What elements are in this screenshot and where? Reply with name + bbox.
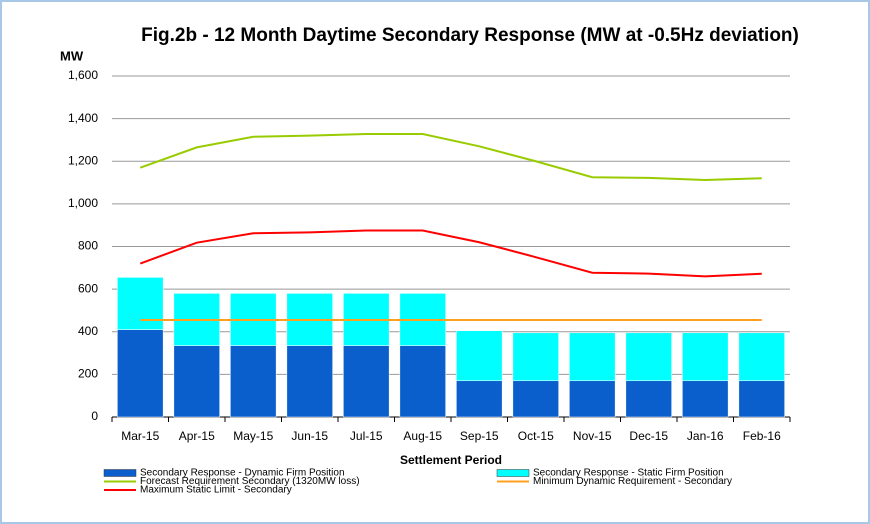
bar-segment [117,277,164,330]
bar-segment [230,345,277,418]
line-series [139,229,762,278]
x-tick-label: Feb-16 [743,429,781,443]
y-tick-label: 1,400 [68,111,98,125]
bar-segment [738,332,785,382]
legend: Secondary Response - Dynamic Firm Positi… [103,468,732,496]
bar-segment [286,345,333,418]
x-tick-label: Jun-15 [291,429,328,443]
x-tick-label: Jan-16 [687,429,724,443]
bar-segment [456,330,503,382]
x-tick-label: Aug-15 [403,429,442,443]
x-axis-title: Settlement Period [400,453,502,467]
chart-title: Fig.2b - 12 Month Daytime Secondary Resp… [141,25,799,46]
legend-label: Secondary Response - Dynamic Firm Positi… [140,468,345,479]
x-tick-label: Jul-15 [350,429,383,443]
bar-segment [173,345,220,418]
y-tick-label: 200 [78,367,98,381]
y-tick-label: 1,000 [68,196,98,210]
x-tick-label: Oct-15 [518,429,554,443]
legend-label: Maximum Static Limit - Secondary [140,485,292,496]
y-tick-label: 800 [78,239,98,253]
line-series [139,132,762,182]
bar-segment [456,380,503,418]
legend-label: Forecast Requirement Secondary (1320MW l… [140,476,360,487]
x-tick-label: Sep-15 [460,429,499,443]
y-tick-label: 1,600 [68,68,98,82]
x-tick-label: May-15 [233,429,273,443]
bar-segment [625,332,672,382]
x-tick-label: Apr-15 [179,429,215,443]
y-tick-label: 400 [78,324,98,338]
legend-label: Minimum Dynamic Requirement - Secondary [533,476,732,487]
bar-segment [399,345,446,418]
y-tick-label: 600 [78,281,98,295]
x-tick-label: Nov-15 [573,429,612,443]
bar-segment [738,380,785,418]
legend-swatch [496,469,530,477]
bar-segment [343,345,390,418]
y-axis-title: MW [60,48,84,63]
legend-swatch [103,469,137,477]
bar-segment [569,380,616,418]
bar-segment [569,332,616,382]
y-tick-label: 1,200 [68,153,98,167]
legend-label: Secondary Response - Static Firm Positio… [533,468,724,479]
bar-segment [625,380,672,418]
y-tick-label: 0 [91,409,98,423]
x-tick-label: Mar-15 [121,429,159,443]
bar-segment [682,332,729,382]
bar-segment [117,329,164,418]
bar-segment [512,332,559,382]
x-tick-label: Dec-15 [629,429,668,443]
bar-segment [682,380,729,418]
bar-segment [512,380,559,418]
